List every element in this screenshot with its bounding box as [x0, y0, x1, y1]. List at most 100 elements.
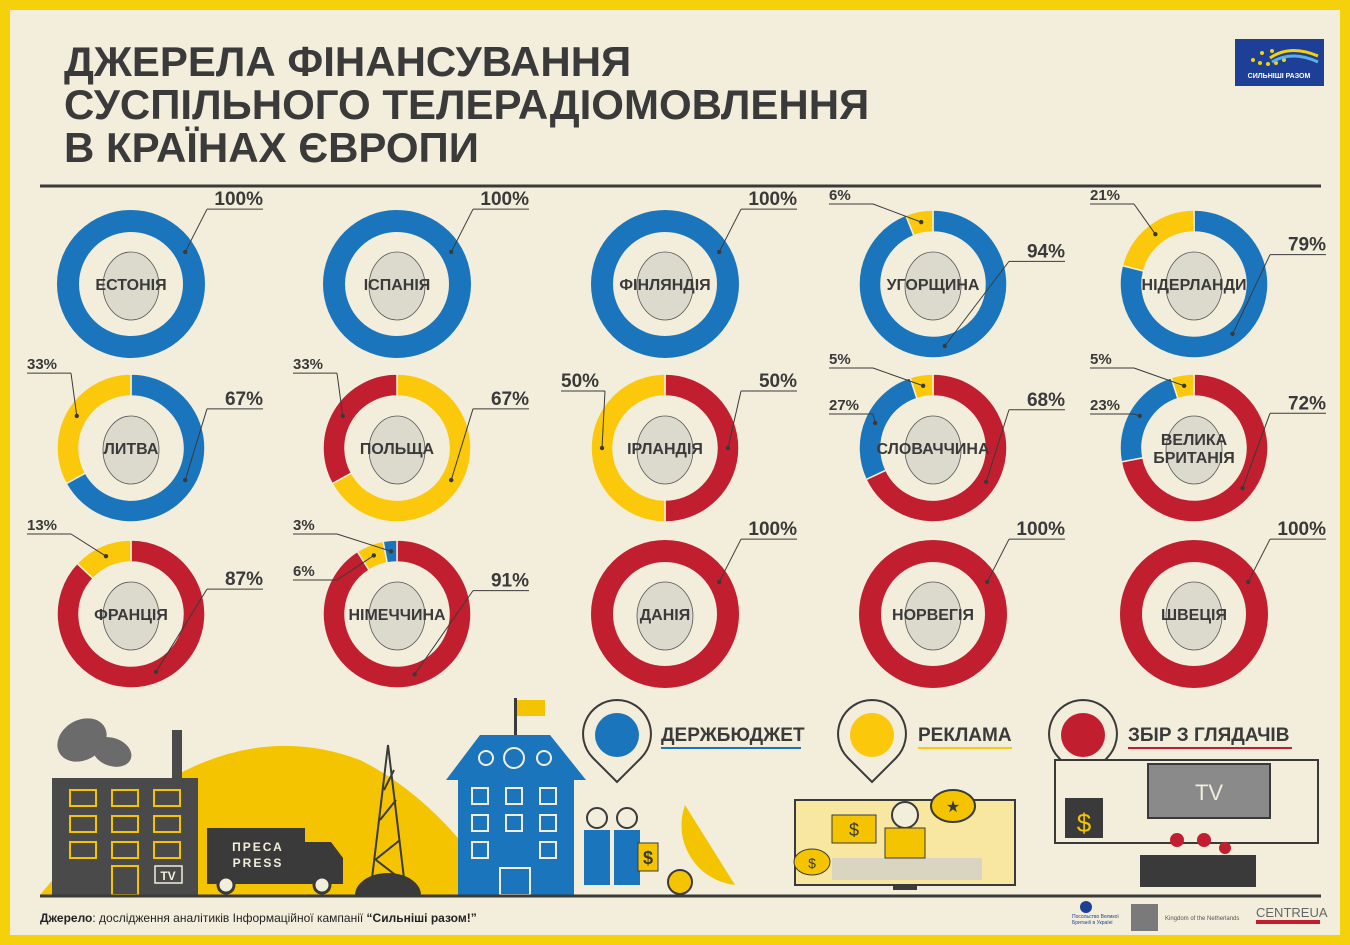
dollar-icon: $ [1077, 808, 1092, 838]
label-leader [336, 533, 392, 552]
country-map-icon [636, 251, 694, 321]
data-label: 100% [748, 519, 797, 540]
donut-charts: 100% ЕСТОНІЯ 100% ІСПАНІЯ 100% ФІНЛЯНДІЯ 94% 6%… [27, 187, 1326, 689]
country-label: ІСПАНІЯ [364, 277, 431, 294]
label-dot [1181, 383, 1187, 388]
data-label: 6% [829, 187, 851, 204]
label-leader [1232, 254, 1271, 334]
donut-chart: 94% 6% УГОРЩИНА [829, 187, 1065, 359]
country-map-icon [368, 581, 426, 651]
page-title: ДЖЕРЕЛА ФІНАНСУВАННЯ СУСПІЛЬНОГО ТЕЛЕРАД… [64, 38, 869, 171]
donut-segment-license_fee [322, 373, 398, 485]
legend-swatch-advertising [850, 713, 894, 757]
legend-label-license-fee: ЗБІР З ГЛЯДАЧІВ [1128, 725, 1289, 746]
label-leader [450, 408, 474, 481]
country-label: УГОРЩИНА [887, 277, 980, 294]
dollar-icon: $ [643, 848, 653, 868]
donut-chart: 100% ЕСТОНІЯ [57, 189, 263, 358]
label-leader [872, 367, 924, 387]
satellite-dish-icon [92, 737, 132, 767]
country-map-icon [1165, 415, 1223, 485]
label-leader [155, 588, 208, 673]
media-illustration: TV ПРЕСА PRESS [40, 698, 1319, 896]
label-leader [1242, 413, 1271, 489]
donut-segment-budget [1119, 209, 1269, 359]
license-fee-scene: TV $ [1054, 759, 1319, 887]
data-label: 50% [561, 371, 599, 392]
uk-crest-icon [1080, 901, 1092, 913]
donut-chart: 87% 13% ФРАНЦІЯ [27, 517, 263, 689]
label-leader [1133, 367, 1185, 387]
label-leader [184, 408, 208, 481]
data-label: 33% [27, 356, 57, 373]
donut-segment-budget [858, 209, 1008, 359]
piggy-bank-icon [793, 848, 831, 876]
data-label: 13% [27, 517, 57, 534]
donut-segment-budget [323, 210, 471, 358]
donut-chart: 100% ФІНЛЯНДІЯ [591, 189, 797, 358]
label-leader [986, 538, 1010, 583]
donut-segment-license_fee [322, 539, 472, 689]
country-map-icon [368, 415, 426, 485]
label-leader [944, 261, 1010, 347]
donut-segment-budget [591, 210, 739, 358]
source-campaign: “Сильніші разом!” [367, 911, 477, 925]
country-map-icon [102, 415, 160, 485]
country-label: ЛИТВА [104, 441, 159, 458]
donut-segment-license_fee [865, 373, 1008, 523]
data-label: 67% [491, 389, 529, 410]
label-leader [184, 208, 208, 253]
legend-label-advertising: РЕКЛАМА [918, 725, 1012, 746]
data-label: 5% [829, 351, 851, 368]
country-map-icon [1165, 251, 1223, 321]
data-label: 100% [748, 189, 797, 210]
label-leader [414, 590, 474, 675]
label-leader [718, 538, 742, 583]
donut-segment-license_fee [56, 539, 206, 689]
label-leader [1133, 413, 1140, 417]
data-label: 5% [1090, 351, 1112, 368]
country-label: НОРВЕГІЯ [892, 607, 974, 624]
data-label: 3% [293, 517, 315, 534]
country-map-icon [904, 251, 962, 321]
country-label: ЕСТОНІЯ [95, 277, 166, 294]
country-label: ФІНЛЯНДІЯ [619, 277, 710, 294]
donut-segment-license_fee [859, 540, 1007, 688]
press-truck: ПРЕСА PRESS [207, 828, 343, 895]
data-label: 94% [1027, 241, 1065, 262]
country-label: НІМЕЧЧИНА [348, 607, 446, 624]
data-label: 50% [759, 371, 797, 392]
donut-segment-license_fee [1120, 373, 1269, 523]
donut-chart: 100% ШВЕЦІЯ [1120, 519, 1326, 688]
dollar-icon: $ [808, 855, 816, 871]
donut-chart: 100% НОРВЕГІЯ [859, 519, 1065, 688]
donut-chart: 50% 50% ІРЛАНДІЯ [561, 371, 797, 523]
logo-text: СИЛЬНІШІ РАЗОМ [1248, 73, 1311, 80]
country-label: ФРАНЦІЯ [94, 607, 168, 624]
title-line-3: В КРАЇНАХ ЄВРОПИ [64, 124, 479, 171]
source-label: Джерело [40, 911, 92, 925]
label-leader [718, 208, 742, 253]
donut-chart: 68% 27% 5% СЛОВАЧЧИНА [829, 351, 1065, 523]
legend-item-budget: ДЕРЖБЮДЖЕТ [582, 698, 805, 784]
title-line-2: СУСПІЛЬНОГО ТЕЛЕРАДІОМОВЛЕННЯ [64, 81, 869, 128]
label-leader [985, 409, 1010, 482]
donut-segment-advertising [75, 539, 132, 580]
legend-label-budget: ДЕРЖБЮДЖЕТ [661, 725, 805, 746]
donut-chart: 67% 33% ПОЛЬЩА [293, 356, 529, 523]
advertising-scene: $ ★ $ [793, 789, 1016, 890]
country-label: ДАНІЯ [640, 607, 690, 624]
data-label: 21% [1090, 187, 1120, 204]
country-label: ІРЛАНДІЯ [627, 441, 703, 458]
data-label: 33% [293, 356, 323, 373]
country-label: БРИТАНІЯ [1153, 450, 1235, 467]
country-label: ШВЕЦІЯ [1161, 607, 1227, 624]
source-text: : дослідження аналітиків Інформаційної к… [92, 911, 366, 925]
label-leader [70, 373, 78, 416]
country-map-icon [904, 415, 962, 485]
country-map-icon [368, 251, 426, 321]
country-map-icon [636, 581, 694, 651]
country-map-icon [102, 251, 160, 321]
label-leader [336, 555, 375, 581]
